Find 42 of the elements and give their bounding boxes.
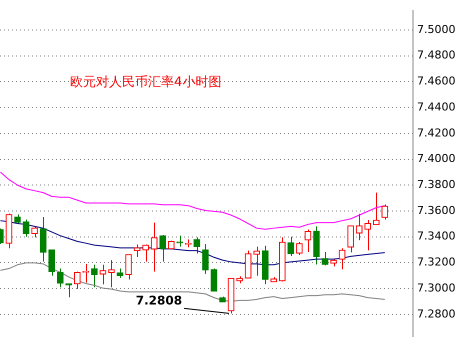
candlestick <box>253 246 260 276</box>
candlestick <box>372 192 380 226</box>
candlestick <box>347 225 354 253</box>
candlestick <box>91 264 98 288</box>
candlestick <box>56 268 64 288</box>
candlestick <box>74 271 81 290</box>
candlestick <box>322 251 328 266</box>
candlestick <box>150 222 158 272</box>
candlestick <box>125 254 132 280</box>
candlestick <box>48 249 56 276</box>
candlestick <box>288 236 294 256</box>
y-tick-label: 7.3800 <box>417 178 456 191</box>
text: 欧元对人民币汇率4小时图 <box>70 74 222 90</box>
candlestick <box>244 250 252 279</box>
candlestick <box>364 220 372 251</box>
y-tick-label: 7.5000 <box>417 22 456 36</box>
candlestick <box>304 228 312 252</box>
y-tick-label: 7.2800 <box>417 307 456 320</box>
candlestick <box>142 244 149 262</box>
y-tick-label: 7.4400 <box>417 100 456 114</box>
y-tick-label: 7.3600 <box>417 204 456 217</box>
y-tick-label: 7.4800 <box>417 48 456 62</box>
y-tick-label: 7.4200 <box>417 126 456 140</box>
candlestick <box>202 244 209 274</box>
candlestick <box>176 235 184 248</box>
y-tick-label: 7.3000 <box>417 281 456 294</box>
y-tick-label: 7.3400 <box>417 230 456 243</box>
candlestick <box>210 268 218 292</box>
candlestick <box>356 213 363 241</box>
candlestick <box>159 234 166 262</box>
annotation: 7.2808 <box>136 294 182 308</box>
candlestick <box>100 264 106 285</box>
y-tick-label: 7.3200 <box>417 256 456 269</box>
candlestick <box>22 219 30 238</box>
candlestick <box>108 260 115 288</box>
candlestick <box>31 226 38 238</box>
candlestick <box>338 248 346 270</box>
y-tick-label: 7.4000 <box>417 152 456 166</box>
candlestick <box>381 204 388 220</box>
candlestick <box>40 216 46 262</box>
y-tick-label: 7.4600 <box>417 74 456 88</box>
candlestick <box>116 268 124 278</box>
